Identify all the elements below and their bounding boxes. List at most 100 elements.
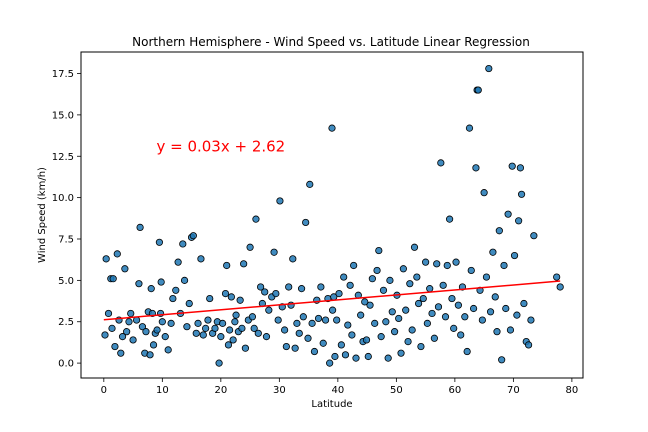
data-point — [158, 318, 166, 326]
data-point — [346, 281, 354, 289]
data-point — [498, 356, 506, 364]
data-point — [142, 328, 150, 336]
data-point — [478, 316, 486, 324]
data-point — [556, 283, 564, 291]
data-point — [246, 243, 254, 251]
data-point — [108, 324, 116, 332]
data-point — [146, 351, 154, 359]
data-point — [413, 273, 421, 281]
data-point — [306, 180, 314, 188]
y-axis-label: Wind Speed (km/h) — [37, 167, 48, 263]
data-point — [224, 341, 233, 349]
y-tick-label: 12.5 — [52, 152, 74, 163]
y-tick-label: 10.0 — [52, 193, 74, 204]
data-point — [433, 260, 441, 268]
data-point — [328, 124, 336, 132]
data-point — [357, 311, 365, 319]
data-point — [450, 324, 458, 332]
data-point — [240, 260, 248, 268]
data-point — [397, 349, 405, 357]
data-point — [486, 308, 495, 316]
data-point — [382, 318, 390, 326]
data-point — [448, 294, 456, 303]
data-point — [428, 309, 436, 318]
data-point — [404, 337, 412, 346]
data-point — [136, 223, 144, 232]
data-point — [199, 331, 207, 339]
data-point — [348, 331, 356, 339]
data-point — [102, 255, 110, 263]
data-point — [169, 294, 177, 303]
x-tick-label: 10 — [156, 385, 169, 396]
data-point — [328, 306, 337, 314]
data-point — [527, 316, 535, 324]
data-point — [333, 316, 341, 324]
data-point — [227, 293, 235, 301]
data-point — [155, 238, 163, 246]
data-point — [445, 215, 454, 223]
y-axis-ticks: 0.0 2.5 5.0 7.5 10.0 12.5 15.0 17.5 — [52, 69, 81, 370]
y-tick-label: 17.5 — [52, 69, 74, 80]
y-tick-label: 15.0 — [52, 110, 74, 121]
data-point — [469, 304, 478, 313]
data-point — [274, 316, 282, 324]
data-point — [101, 331, 109, 339]
data-point — [289, 255, 297, 263]
data-point — [553, 273, 561, 281]
data-point — [265, 306, 273, 314]
data-point — [297, 285, 306, 293]
regression-layer — [103, 280, 561, 321]
data-point — [344, 321, 352, 329]
data-point — [463, 347, 471, 356]
data-point — [293, 319, 301, 327]
y-tick-label: 5.0 — [58, 276, 74, 287]
data-point — [350, 261, 358, 270]
data-point — [352, 354, 360, 362]
data-point — [474, 86, 482, 94]
data-point — [485, 64, 493, 73]
data-point — [386, 276, 394, 284]
x-tick-label: 30 — [273, 385, 286, 396]
data-point — [493, 328, 501, 336]
data-point — [482, 273, 491, 281]
data-point — [504, 210, 512, 218]
data-point — [443, 261, 451, 270]
y-tick-label: 7.5 — [58, 234, 74, 245]
data-point — [192, 329, 200, 337]
data-point — [516, 164, 525, 172]
data-point — [179, 240, 187, 248]
data-point — [272, 289, 280, 298]
data-point — [472, 164, 480, 172]
data-point — [326, 359, 334, 367]
data-point — [410, 243, 419, 251]
data-point — [104, 309, 113, 318]
data-point — [390, 328, 399, 336]
data-point — [121, 265, 129, 273]
data-point — [335, 289, 343, 298]
data-point — [495, 227, 503, 235]
data-point — [414, 299, 423, 308]
data-point — [373, 266, 381, 275]
data-point — [218, 319, 227, 327]
data-point — [174, 258, 182, 266]
data-point — [319, 339, 327, 347]
data-point — [426, 285, 434, 293]
x-tick-label: 40 — [331, 385, 344, 396]
data-point — [310, 347, 319, 356]
data-point — [276, 197, 284, 205]
data-point — [223, 261, 231, 270]
data-point — [500, 261, 508, 270]
data-point — [480, 189, 488, 197]
data-point — [321, 316, 330, 324]
data-point — [337, 341, 345, 349]
data-point — [379, 286, 388, 294]
y-tick-label: 2.5 — [58, 317, 74, 328]
data-point — [402, 306, 410, 314]
data-point — [506, 326, 515, 334]
data-point — [123, 328, 131, 336]
y-tick-label: 0.0 — [58, 359, 74, 370]
data-point — [138, 323, 147, 331]
data-point — [314, 314, 323, 323]
regression-equation: y = 0.03x + 2.62 — [156, 137, 285, 155]
data-point — [153, 326, 161, 334]
